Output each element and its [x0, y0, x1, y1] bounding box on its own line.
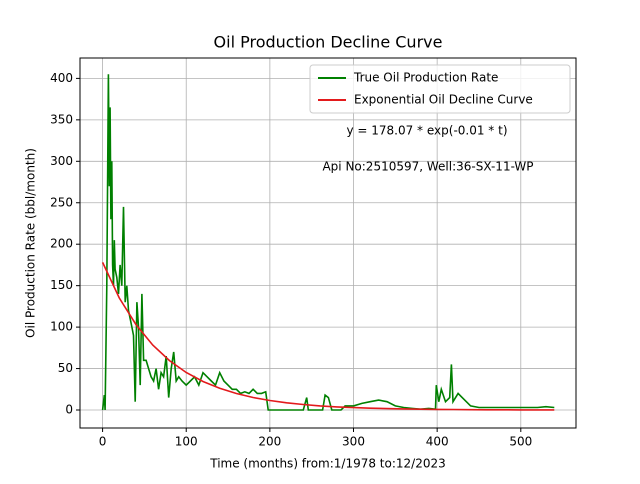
annotation: y = 178.07 * exp(-0.01 * t)	[346, 124, 507, 138]
y-tick-label: 350	[50, 112, 73, 126]
y-tick-label: 250	[50, 195, 73, 209]
legend-label: True Oil Production Rate	[353, 71, 498, 85]
x-tick-label: 400	[426, 435, 449, 449]
y-tick-label: 0	[65, 403, 73, 417]
y-tick-label: 100	[50, 320, 73, 334]
legend-box	[309, 64, 571, 114]
legend-label: Exponential Oil Decline Curve	[354, 93, 533, 107]
y-tick-label: 300	[50, 154, 73, 168]
x-tick-label: 0	[99, 435, 107, 449]
y-tick-label: 400	[50, 71, 73, 85]
annotation: Api No:2510597, Well:36-SX-11-WP	[322, 160, 533, 174]
y-axis-label: Oil Production Rate (bbl/month)	[24, 148, 38, 338]
data-line	[101, 262, 555, 411]
x-tick-label: 500	[509, 435, 532, 449]
y-tick-label: 200	[50, 237, 73, 251]
x-axis-label: Time (months) from:1/1978 to:12/2023	[209, 457, 446, 471]
y-tick-label: 50	[58, 361, 73, 375]
x-tick-label: 200	[258, 435, 281, 449]
x-tick-label: 100	[175, 435, 198, 449]
plot-frame	[79, 57, 577, 429]
y-tick-label: 150	[50, 278, 73, 292]
x-tick-label: 300	[342, 435, 365, 449]
chart-title: Oil Production Decline Curve	[214, 33, 443, 52]
